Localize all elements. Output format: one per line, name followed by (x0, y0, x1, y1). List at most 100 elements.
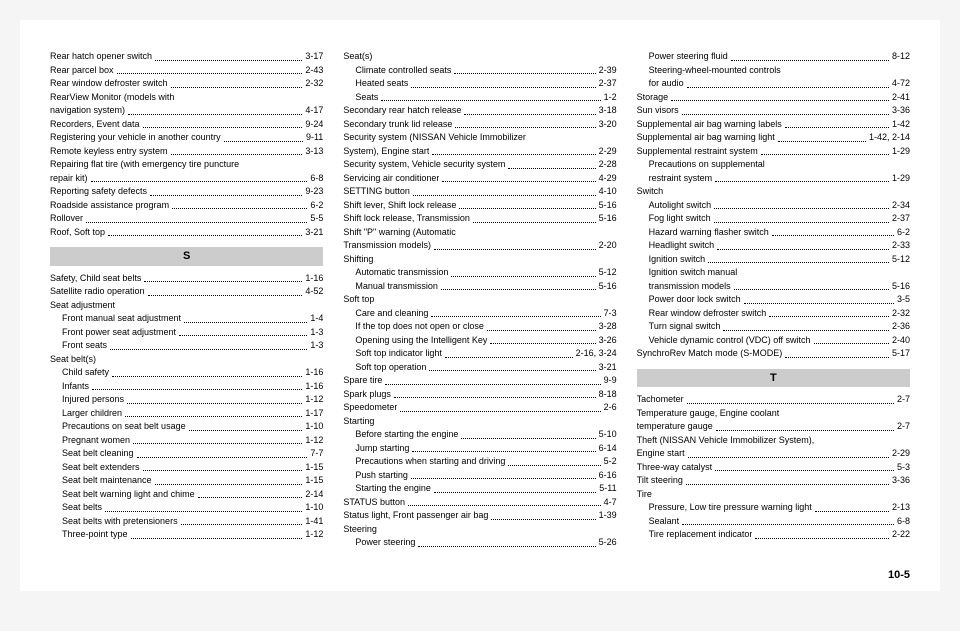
index-entry: Care and cleaning7-3 (343, 307, 616, 321)
index-label: Spark plugs (343, 388, 391, 402)
page-ref: 4-10 (599, 185, 617, 199)
page-ref: 4-17 (305, 104, 323, 118)
leader-dots (714, 212, 889, 223)
index-entry: Rear parcel box2-43 (50, 64, 323, 78)
page-ref: 3-5 (897, 293, 910, 307)
leader-dots (171, 77, 303, 88)
leader-dots (411, 469, 596, 480)
index-entry: Soft top indicator light2-16, 3-24 (343, 347, 616, 361)
index-entry: Seat belts with pretensioners1-41 (50, 515, 323, 529)
index-entry: Shift lever, Shift lock release5-16 (343, 199, 616, 213)
index-entry: Headlight switch 2-33 (637, 239, 910, 253)
index-label: Steering (343, 524, 377, 534)
page-ref: 1-16 (305, 366, 323, 380)
index-label: Shift lever, Shift lock release (343, 199, 456, 213)
page-ref: 2-37 (892, 212, 910, 226)
index-label: Push starting (343, 469, 408, 483)
index-entry: Seat belt warning light and chime2-14 (50, 488, 323, 502)
section-heading: S (50, 247, 323, 266)
index-entry: Rollover5-5 (50, 212, 323, 226)
page-ref: 2-16, 3-24 (576, 347, 617, 361)
index-entry: Front seats1-3 (50, 339, 323, 353)
leader-dots (184, 312, 307, 323)
column-2: Seat(s)Climate controlled seats2-39Heate… (343, 50, 616, 581)
index-line: Seat belt(s) (50, 353, 323, 367)
index-entry: Hazard warning flasher switch6-2 (637, 226, 910, 240)
page-ref: 1-10 (305, 420, 323, 434)
leader-dots (461, 428, 595, 439)
leader-dots (687, 77, 889, 88)
index-label: repair kit) (50, 172, 88, 186)
index-entry: Storage2-41 (637, 91, 910, 105)
leader-dots (92, 380, 302, 391)
index-label: Theft (NISSAN Vehicle Immobilizer System… (637, 435, 815, 445)
index-entry: System), Engine start2-29 (343, 145, 616, 159)
index-label: Registering your vehicle in another coun… (50, 131, 221, 145)
index-label: Manual transmission (343, 280, 438, 294)
index-entry: Vehicle dynamic control (VDC) off switch… (637, 334, 910, 348)
index-label: Front power seat adjustment (50, 326, 176, 340)
leader-dots (131, 528, 303, 539)
index-label: SynchroRev Match mode (S-MODE) (637, 347, 783, 361)
leader-dots (412, 442, 595, 453)
index-label: Supplemental air bag warning light (637, 131, 775, 145)
page-ref: 3-36 (892, 104, 910, 118)
leader-dots (431, 307, 600, 318)
page-ref: 2-7 (897, 420, 910, 434)
index-entry: Tire replacement indicator2-22 (637, 528, 910, 542)
index-label: restraint system (637, 172, 713, 186)
index-label: Turn signal switch (637, 320, 721, 334)
index-label: System), Engine start (343, 145, 429, 159)
page-ref: 4-7 (604, 496, 617, 510)
page-ref: 5-10 (599, 428, 617, 442)
index-label: Seat belt(s) (50, 354, 96, 364)
index-entry: Before starting the engine5-10 (343, 428, 616, 442)
page-ref: 5-12 (599, 266, 617, 280)
page-ref: 2-33 (892, 239, 910, 253)
index-entry: Three-point type1-12 (50, 528, 323, 542)
index-entry: Servicing air conditioner4-29 (343, 172, 616, 186)
leader-dots (411, 77, 595, 88)
page-ref: 4-29 (599, 172, 617, 186)
index-label: Opening using the Intelligent Key (343, 334, 487, 348)
index-label: Starting (343, 416, 374, 426)
leader-dots (442, 172, 595, 183)
index-label: Secondary trunk lid release (343, 118, 452, 132)
page-ref: 1-16 (305, 380, 323, 394)
leader-dots (408, 496, 601, 507)
index-entry: Pregnant women1-12 (50, 434, 323, 448)
index-label: Secondary rear hatch release (343, 104, 461, 118)
leader-dots (772, 226, 894, 237)
page-ref: 1-3 (310, 339, 323, 353)
index-entry: Seat belt maintenance1-15 (50, 474, 323, 488)
index-label: Hazard warning flasher switch (637, 226, 769, 240)
leader-dots (445, 347, 573, 358)
index-entry: SynchroRev Match mode (S-MODE)5-17 (637, 347, 910, 361)
index-label: Temperature gauge, Engine coolant (637, 408, 780, 418)
index-line: Repairing flat tire (with emergency tire… (50, 158, 323, 172)
page-ref: 2-28 (599, 158, 617, 172)
leader-dots (108, 226, 302, 237)
index-label: Soft top operation (343, 361, 426, 375)
index-label: Recorders, Event data (50, 118, 140, 132)
index-line: Seat(s) (343, 50, 616, 64)
leader-dots (117, 64, 303, 75)
leader-dots (717, 239, 889, 250)
page-ref: 2-40 (892, 334, 910, 348)
index-line: Soft top (343, 293, 616, 307)
leader-dots (688, 447, 889, 458)
leader-dots (815, 501, 889, 512)
page-ref: 1-10 (305, 501, 323, 515)
leader-dots (434, 239, 596, 250)
index-line: Steering (343, 523, 616, 537)
index-entry: Seat belt extenders1-15 (50, 461, 323, 475)
leader-dots (785, 347, 889, 358)
leader-dots (179, 326, 307, 337)
leader-dots (708, 253, 889, 264)
index-label: Headlight switch (637, 239, 715, 253)
leader-dots (723, 320, 889, 331)
index-line: Shifting (343, 253, 616, 267)
leader-dots (487, 320, 596, 331)
index-label: Seat(s) (343, 51, 372, 61)
index-label: Care and cleaning (343, 307, 428, 321)
